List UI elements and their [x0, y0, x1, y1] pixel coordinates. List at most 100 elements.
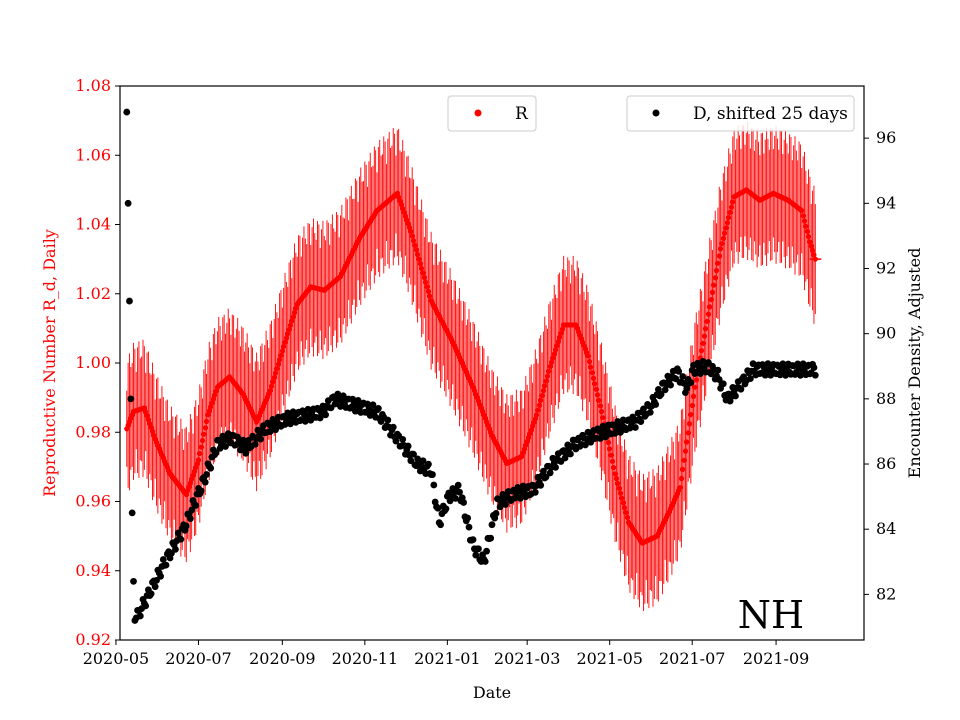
r-point — [283, 335, 289, 341]
r-point — [272, 370, 279, 376]
d-point — [407, 457, 415, 465]
r-point — [592, 381, 598, 387]
left-tick-label: 1.02 — [75, 284, 111, 303]
r-point — [811, 252, 817, 258]
d-point — [374, 404, 382, 412]
r-point — [720, 235, 726, 241]
r-point — [285, 331, 291, 337]
d-point — [581, 441, 589, 449]
r-point — [412, 242, 418, 248]
r-point — [613, 476, 620, 482]
r-point — [291, 310, 298, 316]
r-point — [551, 351, 557, 357]
d-point — [425, 460, 432, 468]
d-point — [128, 509, 136, 517]
d-point — [384, 416, 392, 424]
d-point — [212, 449, 220, 457]
r-point — [554, 343, 560, 349]
r-point — [427, 293, 433, 299]
right-y-axis: 82 84 86 88 90 92 94 96 — [864, 128, 896, 603]
r-point — [728, 204, 735, 210]
x-axis-label: Date — [473, 683, 511, 702]
x-tick-label: 2020-11 — [332, 649, 398, 668]
r-point — [409, 233, 415, 239]
r-point — [550, 355, 556, 361]
r-point — [279, 348, 285, 354]
d-point — [197, 487, 205, 495]
x-tick-label: 2021-01 — [414, 649, 480, 668]
left-tick-label: 0.96 — [75, 492, 111, 511]
r-point — [552, 347, 559, 353]
d-point — [737, 385, 745, 393]
r-point — [287, 322, 294, 328]
d-point — [517, 494, 524, 502]
right-y-axis-label: Encounter Density, Adjusted — [905, 248, 924, 479]
r-point — [588, 364, 594, 370]
d-point — [637, 418, 645, 426]
d-point — [334, 390, 342, 398]
d-point — [540, 467, 547, 475]
d-point — [207, 464, 215, 472]
r-point — [712, 275, 718, 281]
d-point — [452, 495, 459, 502]
d-point — [696, 370, 704, 378]
d-point — [810, 364, 818, 371]
d-point — [683, 385, 691, 392]
d-point — [159, 556, 167, 563]
d-point — [142, 602, 150, 610]
r-point — [716, 253, 722, 259]
r-point — [421, 274, 427, 281]
r-point — [685, 430, 691, 436]
d-series — [123, 108, 819, 624]
d-point — [354, 396, 362, 404]
r-point — [616, 485, 622, 491]
r-point — [703, 326, 709, 332]
r-point — [289, 318, 295, 324]
r-point — [536, 402, 542, 408]
r-point — [544, 373, 551, 379]
r-point — [701, 333, 707, 339]
r-point — [726, 214, 732, 221]
plot-area — [120, 86, 864, 640]
r-point — [202, 425, 208, 431]
r-point — [623, 509, 629, 516]
d-point — [631, 424, 639, 431]
d-point — [392, 437, 400, 445]
r-point — [686, 421, 693, 427]
r-point — [585, 353, 591, 359]
d-point — [537, 481, 545, 489]
legend-d: D, shifted 25 days — [626, 95, 855, 132]
r-point — [286, 326, 292, 333]
r-point — [611, 464, 617, 471]
r-series — [124, 121, 822, 612]
r-point — [709, 289, 716, 295]
left-y-axis-label: Reproductive Number R_d, Daily — [40, 229, 59, 497]
r-point — [727, 209, 733, 215]
left-tick-label: 0.94 — [75, 561, 111, 580]
left-tick-label: 0.92 — [75, 630, 111, 649]
d-point — [322, 411, 330, 419]
right-tick-label: 84 — [876, 519, 896, 538]
r-point — [681, 457, 687, 463]
d-point — [640, 405, 647, 413]
r-point — [807, 239, 813, 245]
r-point — [690, 393, 697, 399]
x-tick-label: 2021-05 — [576, 649, 642, 668]
d-point — [487, 534, 495, 542]
d-point — [404, 442, 412, 450]
left-tick-label: 1.04 — [75, 215, 111, 234]
r-point — [538, 397, 544, 403]
r-point — [212, 392, 218, 398]
r-point — [199, 438, 206, 444]
r-point — [293, 305, 299, 311]
r-point — [607, 446, 613, 452]
r-point — [535, 407, 541, 413]
d-point — [201, 478, 209, 486]
r-point — [277, 357, 283, 363]
r-point — [555, 338, 561, 345]
r-point — [201, 431, 207, 437]
r-point — [540, 388, 547, 394]
right-tick-label: 82 — [876, 584, 896, 603]
d-point — [483, 547, 490, 555]
r-point — [198, 444, 204, 450]
